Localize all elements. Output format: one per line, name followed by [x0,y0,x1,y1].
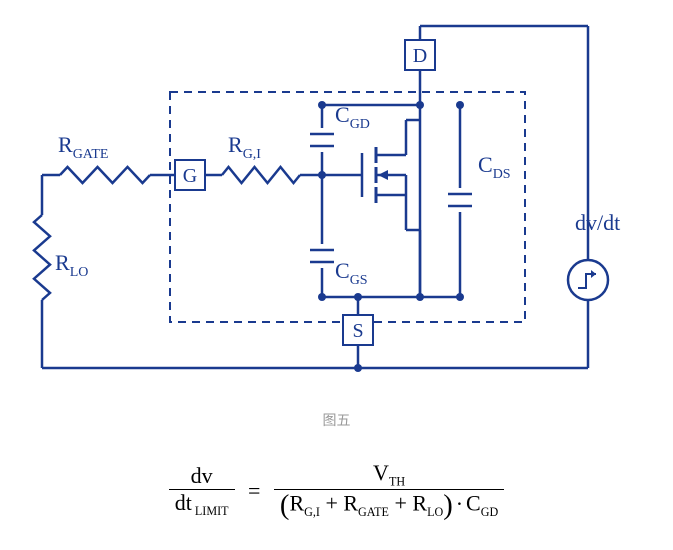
svg-text:S: S [352,320,363,342]
equation: dv dtLIMIT = VTH (RG,I + RGATE + RLO)·CG… [0,460,673,522]
eq-rhs-bot: (RG,I + RGATE + RLO)·CGD [274,490,504,522]
svg-text:dv/dt: dv/dt [575,210,620,235]
eq-rhs: VTH (RG,I + RGATE + RLO)·CGD [274,460,504,522]
svg-text:RG,I: RG,I [228,132,261,162]
svg-text:D: D [413,45,427,67]
svg-text:CDS: CDS [478,152,511,182]
svg-text:CGS: CGS [335,258,368,288]
figure-caption: 图五 [0,410,673,430]
svg-text:RLO: RLO [55,250,88,280]
eq-lhs-bot: dtLIMIT [169,490,235,519]
eq-lhs: dv dtLIMIT [169,463,235,519]
svg-text:CGD: CGD [335,102,370,132]
svg-text:RGATE: RGATE [58,132,108,162]
circuit-schematic: D G S RGATE RLO RG,I CGD CGS CDS dv/dt [0,0,673,400]
eq-rhs-top: VTH [274,460,504,490]
eq-equals: = [240,478,268,503]
svg-text:G: G [183,165,197,187]
eq-lhs-top: dv [169,463,235,490]
